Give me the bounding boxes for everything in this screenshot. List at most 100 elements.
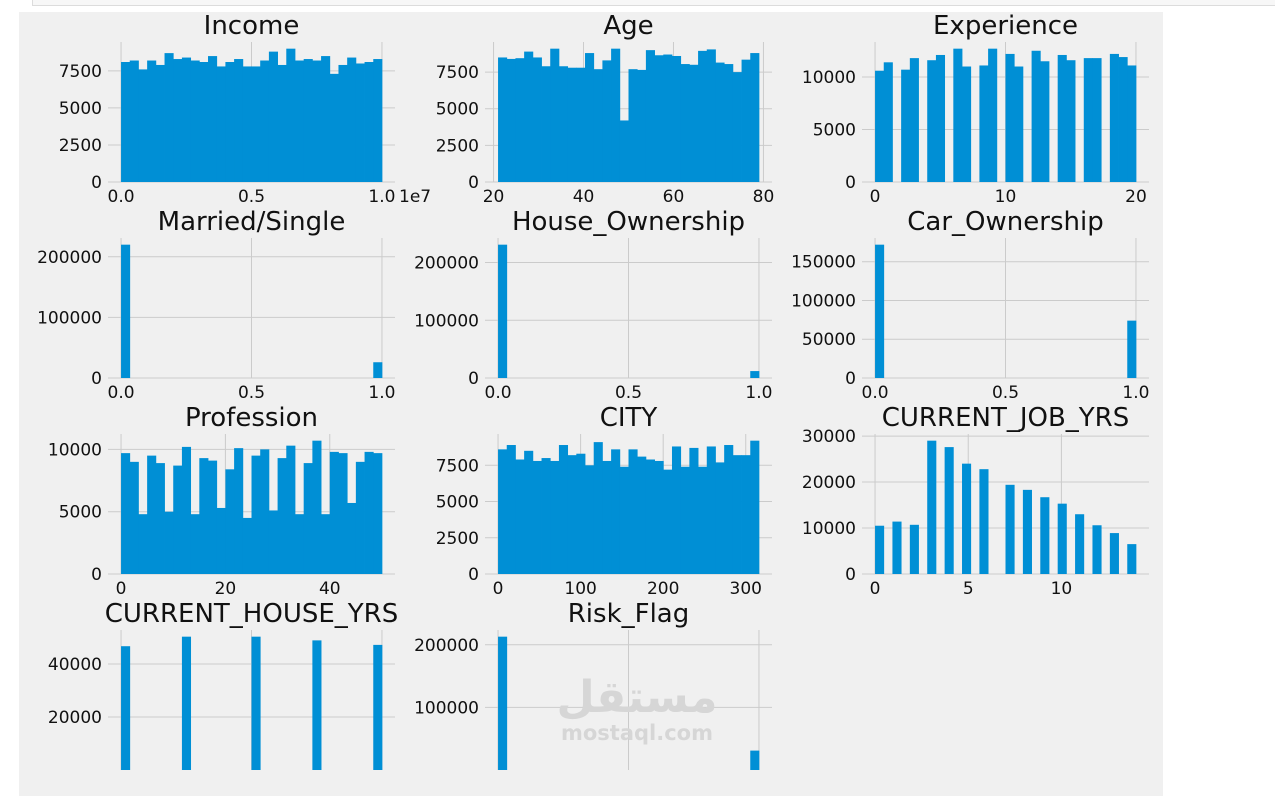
histogram-bar xyxy=(715,462,725,574)
histogram-bar xyxy=(637,69,647,182)
y-tick-label: 0 xyxy=(845,173,856,193)
histogram-bar xyxy=(541,66,551,182)
histogram-bar xyxy=(576,67,586,182)
x-tick-label: 0.5 xyxy=(615,383,642,403)
histogram-bar xyxy=(927,440,937,574)
histogram-bar xyxy=(962,463,972,574)
histogram-bar xyxy=(286,48,296,182)
histogram-bar xyxy=(741,455,751,574)
histogram-bar xyxy=(321,514,331,574)
y-tick-label: 200000 xyxy=(37,248,102,268)
histogram-bar xyxy=(680,64,690,182)
histogram-bar xyxy=(373,59,383,183)
histogram-bar xyxy=(909,58,919,182)
x-tick-label: 1.0 xyxy=(368,187,395,207)
x-tick-label: 0 xyxy=(870,187,881,207)
histogram-bar xyxy=(373,644,383,770)
histogram-bar xyxy=(1057,54,1067,182)
histogram-bar xyxy=(550,48,560,182)
histogram-bar xyxy=(199,62,209,182)
subplot-title-married-single: Married/Single xyxy=(158,207,346,237)
y-tick-label: 20000 xyxy=(48,708,102,728)
subplot-title-house-ownership: House_Ownership xyxy=(512,207,745,237)
histogram-bar xyxy=(181,636,192,770)
y-tick-label: 20000 xyxy=(802,473,856,493)
histogram-bar xyxy=(225,62,235,182)
y-tick-label: 50000 xyxy=(802,330,856,350)
x-tick-label: 80 xyxy=(753,187,775,207)
histogram-bar xyxy=(506,58,516,182)
histogram-bar xyxy=(944,447,954,574)
histogram-bar xyxy=(1092,58,1102,182)
histogram-bar xyxy=(576,453,586,574)
histogram-bar xyxy=(181,446,192,574)
histogram-bar xyxy=(875,70,885,182)
x-tick-label: 0.5 xyxy=(238,187,265,207)
x-tick-label: 60 xyxy=(663,187,685,207)
histogram-bar xyxy=(515,58,525,182)
histogram-bar xyxy=(260,60,270,182)
histogram-bar xyxy=(260,449,270,574)
histogram-bar xyxy=(663,54,673,182)
subplot-title-current-house-yrs: CURRENT_HOUSE_YRS xyxy=(105,599,399,629)
histogram-bar xyxy=(234,448,244,574)
histogram-bar xyxy=(524,450,534,574)
histogram-bar xyxy=(953,48,963,182)
histogram-bar xyxy=(242,517,252,574)
histogram-bar xyxy=(1066,60,1076,182)
y-tick-label: 10000 xyxy=(802,519,856,539)
y-tick-label: 200000 xyxy=(414,254,479,274)
x-tick-label: 20 xyxy=(215,579,237,599)
histogram-bar xyxy=(698,50,708,182)
histogram-bar xyxy=(628,449,638,574)
histogram-bar xyxy=(155,64,165,182)
histogram-bar xyxy=(506,445,516,574)
y-tick-label: 5000 xyxy=(59,503,102,523)
histogram-bar xyxy=(498,57,508,183)
y-tick-label: 5000 xyxy=(813,121,856,141)
y-tick-label: 10000 xyxy=(48,440,102,460)
y-tick-label: 10000 xyxy=(802,68,856,88)
histogram-bar xyxy=(138,69,148,182)
y-tick-label: 150000 xyxy=(791,253,856,273)
x-tick-label: 0.0 xyxy=(485,383,512,403)
x-tick-label: 100 xyxy=(564,579,596,599)
histogram-bar xyxy=(251,455,261,574)
histogram-bar xyxy=(1031,50,1041,182)
histogram-bar xyxy=(294,60,305,182)
histogram-bar xyxy=(1005,484,1015,574)
histogram-bar xyxy=(1040,497,1050,574)
histogram-bar xyxy=(892,521,902,574)
offset-text: 1e7 xyxy=(399,187,431,207)
histogram-bar xyxy=(190,60,200,182)
y-tick-label: 100000 xyxy=(414,311,479,331)
histogram-bar xyxy=(1127,65,1137,182)
x-tick-label: 40 xyxy=(319,579,341,599)
histogram-bar xyxy=(550,460,560,574)
subplot-title-car-ownership: Car_Ownership xyxy=(907,207,1103,237)
histogram-bar xyxy=(567,455,577,574)
histogram-bar xyxy=(208,56,218,182)
histogram-bar xyxy=(750,750,760,770)
histogram-bar xyxy=(558,66,569,182)
notebook-cell-border xyxy=(32,0,1275,6)
histogram-bar xyxy=(724,445,734,574)
histogram-bar xyxy=(602,60,612,183)
histogram-bar xyxy=(541,458,551,574)
histogram-bar xyxy=(732,455,742,574)
histogram-bar xyxy=(199,458,209,574)
histogram-bar xyxy=(883,62,893,183)
histogram-bar xyxy=(329,451,339,574)
y-tick-label: 0 xyxy=(91,565,102,585)
histogram-bar xyxy=(611,48,621,182)
histogram-bar xyxy=(1127,544,1137,574)
histogram-bar xyxy=(321,56,331,182)
histogram-bar xyxy=(927,60,937,182)
histogram-bar xyxy=(216,66,226,182)
histogram-bar xyxy=(121,244,131,378)
x-tick-label: 20 xyxy=(1125,187,1147,207)
histogram-bar xyxy=(355,63,365,183)
histogram-bar xyxy=(234,59,244,183)
y-tick-label: 2500 xyxy=(59,136,102,156)
